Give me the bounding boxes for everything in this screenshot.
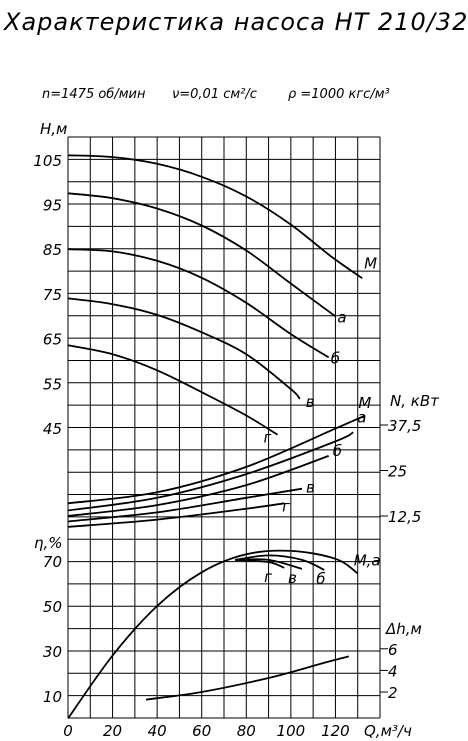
efficiency-curve-label: в bbox=[288, 569, 297, 587]
subtitle-viscosity: ν=0,01 см²/с bbox=[172, 87, 257, 102]
power-curve bbox=[67, 415, 365, 505]
npsh-tick-label: 6 bbox=[388, 641, 398, 659]
subtitle-density: ρ =1000 кгс/м³ bbox=[288, 87, 390, 102]
efficiency-curve-label: г bbox=[264, 568, 272, 586]
power-curve-label: б bbox=[333, 442, 342, 460]
head-tick-label: 45 bbox=[43, 420, 62, 438]
head-curve-label: а bbox=[337, 308, 346, 326]
power-curve-label: а bbox=[357, 408, 366, 426]
npsh-tick-label: 2 bbox=[388, 684, 398, 702]
efficiency-tick-label: 70 bbox=[43, 553, 62, 571]
x-tick-label: 60 bbox=[192, 722, 211, 740]
power-axis-label: N, кВт bbox=[390, 392, 440, 410]
power-curve-label: в bbox=[306, 479, 315, 497]
x-tick-label: 80 bbox=[237, 722, 256, 740]
power-tick-label: 12,5 bbox=[388, 508, 421, 526]
x-tick-label: 20 bbox=[103, 722, 122, 740]
head-curve-label: М bbox=[364, 254, 377, 272]
x-tick-label: 40 bbox=[148, 722, 167, 740]
efficiency-tick-label: 50 bbox=[43, 598, 62, 616]
head-curve bbox=[67, 154, 363, 280]
head-tick-label: 65 bbox=[43, 331, 62, 349]
head-tick-label: 85 bbox=[43, 241, 62, 259]
head-axis-label: Н,м bbox=[40, 120, 67, 138]
subtitle-speed: n=1475 об/мин bbox=[42, 87, 146, 102]
power-curve-label: г bbox=[282, 497, 290, 515]
efficiency-tick-label: 10 bbox=[43, 688, 62, 706]
x-tick-label: 120 bbox=[321, 722, 350, 740]
head-tick-label: 95 bbox=[43, 197, 62, 215]
efficiency-curve-label: б bbox=[316, 570, 325, 588]
power-tick-label: 37,5 bbox=[388, 417, 421, 435]
power-curve bbox=[67, 502, 285, 528]
efficiency-curve bbox=[234, 554, 325, 571]
x-tick-label: 0 bbox=[63, 722, 73, 740]
efficiency-tick-label: 30 bbox=[43, 643, 62, 661]
head-curve bbox=[67, 344, 278, 436]
head-tick-label: 55 bbox=[43, 375, 62, 393]
head-curve bbox=[67, 192, 336, 318]
efficiency-curve bbox=[67, 549, 359, 720]
power-curve bbox=[67, 431, 354, 512]
power-tick-label: 25 bbox=[388, 463, 407, 481]
power-curve bbox=[67, 455, 330, 517]
head-curve bbox=[67, 297, 301, 400]
efficiency-axis-label: η,% bbox=[34, 534, 63, 552]
head-tick-label: 75 bbox=[43, 286, 62, 304]
x-tick-label: 100 bbox=[277, 722, 306, 740]
efficiency-curve bbox=[235, 559, 285, 569]
head-curve-label: в bbox=[306, 393, 315, 411]
chart-title: Характеристика насоса НТ 210/320 bbox=[2, 8, 468, 36]
efficiency-curve-label: М,а bbox=[354, 551, 381, 569]
power-curve-label: М bbox=[358, 394, 371, 412]
head-curve bbox=[67, 248, 330, 359]
npsh-axis-label: Δh,м bbox=[385, 620, 422, 638]
chart-labels: 105 95 85 75 65 55 45 70 50 30 100 20 40 60 80 100 120 37… bbox=[33, 152, 421, 740]
chart-grid bbox=[67, 136, 388, 719]
head-curve-label: г bbox=[263, 429, 271, 447]
power-curve bbox=[67, 487, 303, 523]
head-curve-label: б bbox=[331, 349, 340, 367]
x-axis-label: Q,м³/ч bbox=[364, 722, 412, 740]
chart-curves bbox=[67, 154, 365, 720]
head-tick-label: 105 bbox=[33, 152, 62, 170]
npsh-curve bbox=[145, 655, 350, 701]
npsh-tick-label: 4 bbox=[388, 662, 398, 680]
